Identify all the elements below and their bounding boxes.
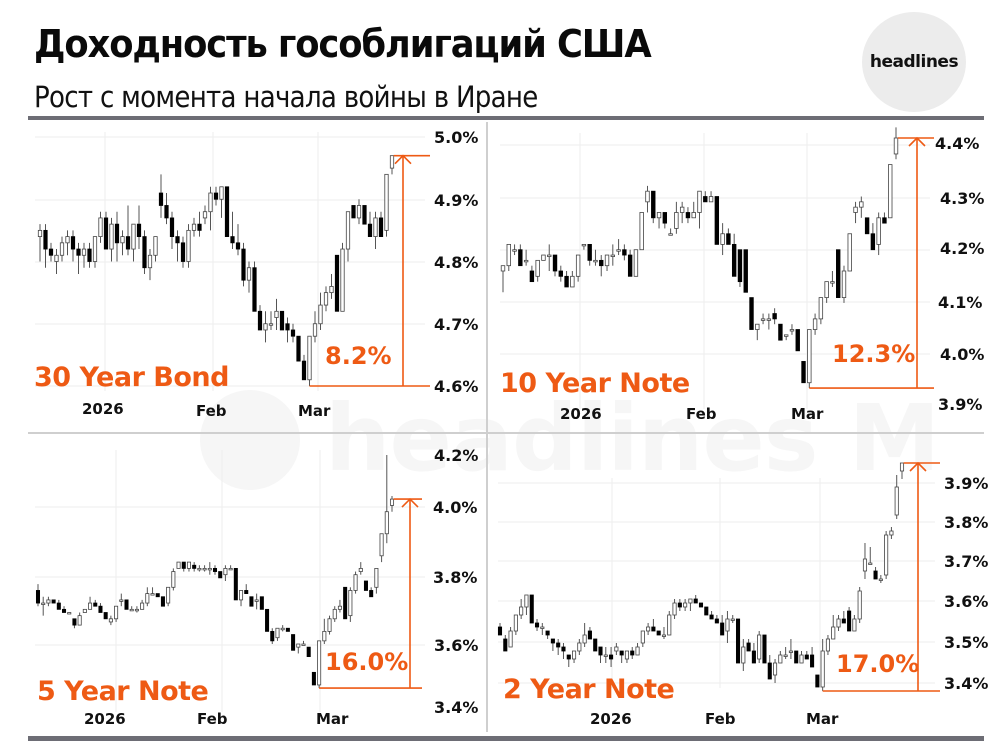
y-tick: 3.6%	[434, 636, 479, 655]
panel-title-5-year: 5 Year Note	[37, 676, 209, 707]
y-tick: 3.9%	[944, 474, 989, 493]
y-tick: 4.0%	[433, 498, 478, 517]
header-rule	[28, 116, 984, 120]
x-tick: 2026	[590, 710, 632, 728]
y-tick: 4.4%	[935, 134, 980, 153]
x-tick: Feb	[686, 405, 717, 423]
x-tick: Feb	[705, 710, 736, 728]
y-tick: 4.8%	[434, 253, 479, 272]
y-tick: 3.6%	[944, 592, 989, 611]
x-tick: Mar	[791, 405, 824, 423]
x-tick: Mar	[298, 402, 331, 420]
x-tick: Mar	[806, 710, 839, 728]
y-tick: 3.9%	[938, 395, 983, 414]
panel-divider-vertical	[486, 122, 488, 732]
x-tick: Mar	[316, 710, 349, 728]
y-tick: 3.5%	[944, 633, 989, 652]
x-tick: 2026	[84, 710, 126, 728]
change-percent-30-year: 8.2%	[325, 342, 392, 370]
y-tick: 4.3%	[940, 189, 985, 208]
y-tick: 4.9%	[434, 191, 479, 210]
y-tick: 4.6%	[434, 377, 479, 396]
y-tick: 4.7%	[434, 315, 479, 334]
change-percent-10-year: 12.3%	[832, 340, 916, 368]
x-tick: Feb	[197, 710, 228, 728]
y-tick: 4.0%	[940, 345, 985, 364]
panel-divider-horizontal	[28, 432, 984, 434]
y-tick: 4.1%	[938, 293, 983, 312]
panel-title-30-year: 30 Year Bond	[34, 362, 229, 393]
y-tick: 3.7%	[944, 552, 989, 571]
x-tick: 2026	[82, 400, 124, 418]
change-percent-2-year: 17.0%	[836, 650, 920, 678]
panel-title-2-year: 2 Year Note	[503, 674, 675, 705]
y-tick: 3.4%	[944, 674, 989, 693]
page-title: Доходность гособлигаций США	[34, 22, 652, 66]
change-percent-5-year: 16.0%	[325, 648, 409, 676]
y-tick: 4.2%	[434, 446, 479, 465]
page-subtitle: Рост с момента начала войны в Иране	[34, 80, 538, 114]
x-tick: 2026	[560, 405, 602, 423]
y-tick: 5.0%	[434, 128, 479, 147]
y-tick: 4.2%	[940, 239, 985, 258]
y-tick: 3.8%	[944, 513, 989, 532]
logo-text: headlines	[869, 52, 959, 72]
panel-title-10-year: 10 Year Note	[500, 368, 690, 399]
headlines-logo: headlines	[862, 12, 966, 112]
y-tick: 3.4%	[434, 698, 479, 717]
x-tick: Feb	[196, 402, 227, 420]
y-tick: 3.8%	[433, 568, 478, 587]
footer-rule	[28, 736, 984, 741]
